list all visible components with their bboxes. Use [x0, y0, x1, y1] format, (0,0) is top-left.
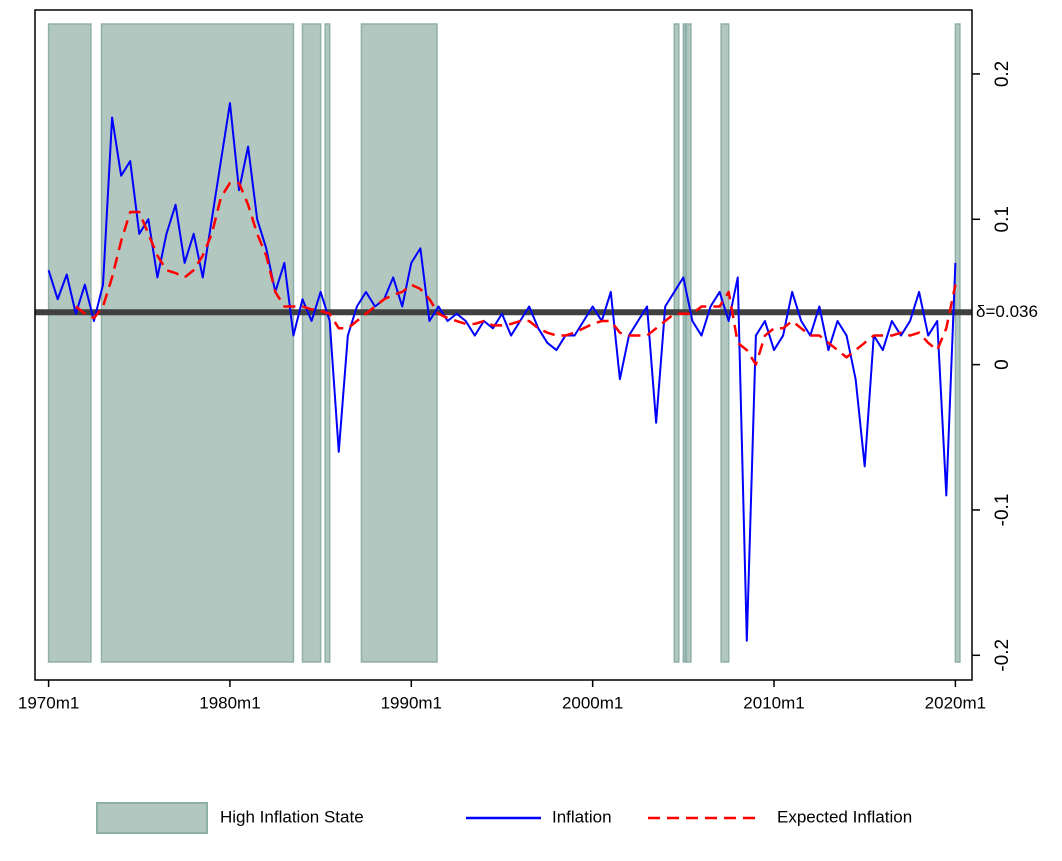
plot-frame [34, 9, 973, 681]
high-inflation-band [47, 23, 92, 663]
y-tick-label: 0.1 [992, 206, 1013, 232]
y-tick-label: -0.2 [992, 639, 1013, 672]
x-tick-label: 1980m1 [199, 693, 260, 712]
high-inflation-band [954, 23, 961, 663]
high-inflation-band [685, 23, 692, 663]
legend-label: Expected Inflation [777, 807, 912, 826]
high-inflation-band [324, 23, 331, 663]
y-tick-label: -0.1 [992, 494, 1013, 527]
x-tick-label: 1970m1 [18, 693, 79, 712]
high-inflation-band [682, 23, 687, 663]
x-tick-label: 2020m1 [925, 693, 986, 712]
legend-swatch [96, 802, 208, 834]
high-inflation-band [720, 23, 730, 663]
y-tick-label: 0.2 [992, 61, 1013, 87]
expected-inflation-line [75, 181, 957, 366]
legend-label: Inflation [552, 807, 612, 826]
y-tick-label: 0 [992, 359, 1013, 370]
high-inflation-band [673, 23, 680, 663]
x-tick-label: 2000m1 [562, 693, 623, 712]
x-tick-label: 1990m1 [381, 693, 442, 712]
inflation-line [47, 102, 957, 642]
reference-label: δ=0.036 [976, 302, 1038, 321]
high-inflation-band [360, 23, 438, 663]
legend-label: High Inflation State [220, 807, 364, 826]
high-inflation-band [301, 23, 322, 663]
x-tick-label: 2010m1 [743, 693, 804, 712]
high-inflation-band [100, 23, 295, 663]
